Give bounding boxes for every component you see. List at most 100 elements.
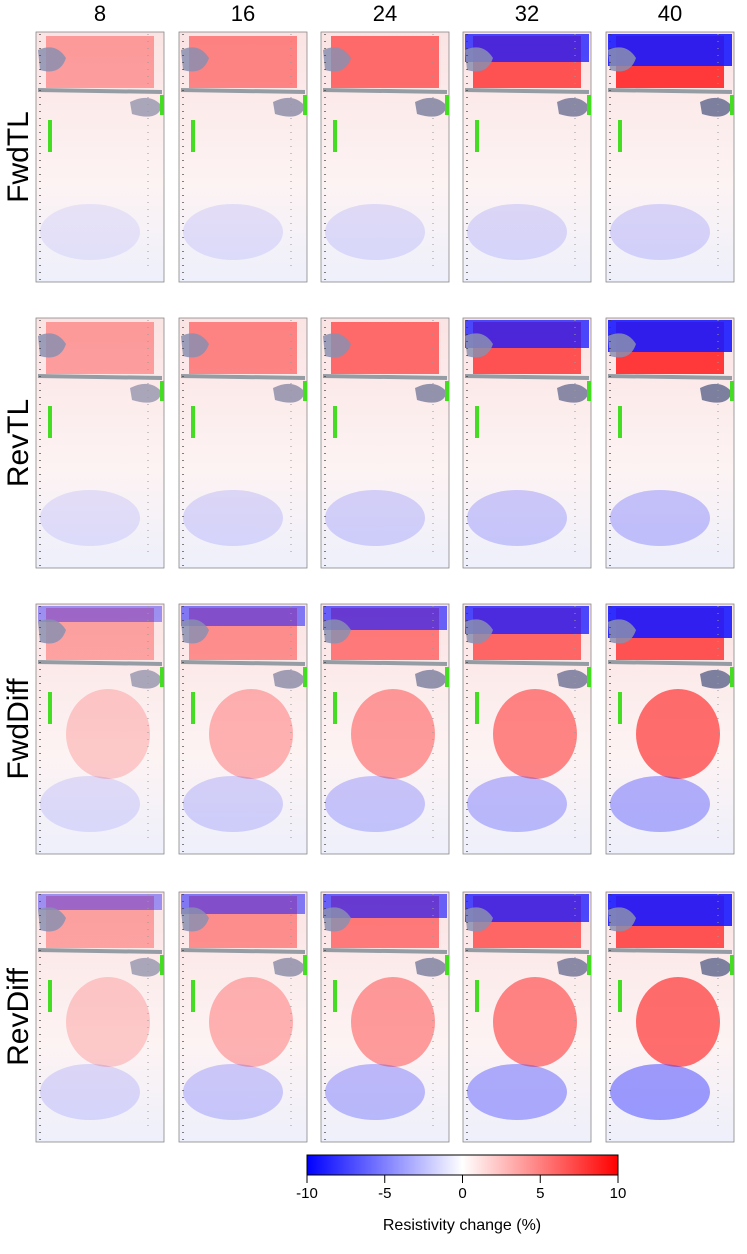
- blob: [415, 957, 447, 977]
- sensor: [48, 980, 52, 1012]
- panel: [605, 603, 735, 855]
- blob: [38, 907, 66, 932]
- sensor: [303, 667, 307, 687]
- blob: [557, 957, 589, 977]
- panel: [35, 891, 165, 1143]
- sensor: [475, 120, 479, 152]
- panel-volume: [178, 317, 308, 569]
- blob: [130, 97, 162, 117]
- sensor: [191, 692, 195, 724]
- sensor: [587, 95, 591, 115]
- blob: [181, 333, 209, 358]
- borehole-bar: [464, 374, 590, 380]
- bottom-blue: [467, 490, 567, 546]
- panel: [35, 31, 165, 283]
- panel-volume: [35, 891, 165, 1143]
- blob: [273, 97, 305, 117]
- sensor: [333, 120, 337, 152]
- borehole-bar: [180, 88, 306, 94]
- bottom-blue: [40, 776, 140, 832]
- borehole-bar: [37, 374, 163, 380]
- top-blue: [181, 606, 305, 626]
- borehole-bar: [607, 660, 733, 666]
- sensor: [191, 120, 195, 152]
- sensor: [445, 381, 449, 401]
- column-label: 40: [658, 1, 682, 26]
- blob: [181, 47, 209, 72]
- blob: [323, 907, 351, 932]
- mid-red: [636, 689, 720, 779]
- bottom-blue: [325, 776, 425, 832]
- colorbar: [306, 1154, 619, 1176]
- borehole-bar: [180, 660, 306, 666]
- panel: [605, 317, 735, 569]
- sensor: [618, 406, 622, 438]
- sensor: [475, 406, 479, 438]
- bottom-blue: [467, 204, 567, 260]
- blob: [38, 47, 66, 72]
- panel: [320, 891, 450, 1143]
- borehole-bar: [464, 660, 590, 666]
- blob: [465, 47, 493, 72]
- sensor: [730, 381, 734, 401]
- sensor: [445, 95, 449, 115]
- row-label: RevDiff: [2, 967, 35, 1065]
- blob: [323, 47, 351, 72]
- panel: [320, 31, 450, 283]
- sensor: [475, 980, 479, 1012]
- borehole-bar: [607, 88, 733, 94]
- borehole-bar: [322, 660, 448, 666]
- panel: [178, 317, 308, 569]
- column-label: 16: [231, 1, 255, 26]
- bottom-blue: [325, 204, 425, 260]
- row-label: RevTL: [2, 399, 35, 487]
- blob: [700, 669, 732, 689]
- blob: [323, 333, 351, 358]
- sensor: [333, 980, 337, 1012]
- sensor: [587, 667, 591, 687]
- sensor: [160, 955, 164, 975]
- blob: [557, 383, 589, 403]
- borehole-bar: [322, 88, 448, 94]
- sensor: [48, 406, 52, 438]
- blob: [38, 333, 66, 358]
- panel-volume: [35, 317, 165, 569]
- panel: [462, 317, 592, 569]
- panel-volume: [35, 603, 165, 855]
- sensor: [48, 692, 52, 724]
- blob: [465, 907, 493, 932]
- panel-volume: [178, 891, 308, 1143]
- sensor: [730, 667, 734, 687]
- row-label: FwdDiff: [2, 678, 35, 780]
- sensor: [333, 692, 337, 724]
- colorbar-tick-label: 5: [536, 1185, 544, 1202]
- panel: [178, 891, 308, 1143]
- sensor: [587, 381, 591, 401]
- blob: [700, 957, 732, 977]
- blob: [557, 97, 589, 117]
- colorbar-tick-label: 0: [458, 1185, 466, 1202]
- sensor: [303, 955, 307, 975]
- blob: [465, 619, 493, 644]
- bottom-blue: [325, 490, 425, 546]
- column-label: 32: [515, 1, 539, 26]
- sensor: [160, 381, 164, 401]
- bottom-blue: [610, 776, 710, 832]
- sensor: [445, 667, 449, 687]
- colorbar-tick-label: -10: [296, 1185, 318, 1202]
- bottom-blue: [467, 1064, 567, 1120]
- blob: [608, 333, 636, 358]
- panel-volume: [35, 31, 165, 283]
- blob: [700, 383, 732, 403]
- blob: [465, 333, 493, 358]
- sensor: [730, 955, 734, 975]
- blob: [608, 619, 636, 644]
- panel: [320, 317, 450, 569]
- column-label: 24: [373, 1, 397, 26]
- bottom-blue: [40, 204, 140, 260]
- blob: [557, 669, 589, 689]
- blob: [415, 97, 447, 117]
- blob: [130, 669, 162, 689]
- borehole-bar: [322, 374, 448, 380]
